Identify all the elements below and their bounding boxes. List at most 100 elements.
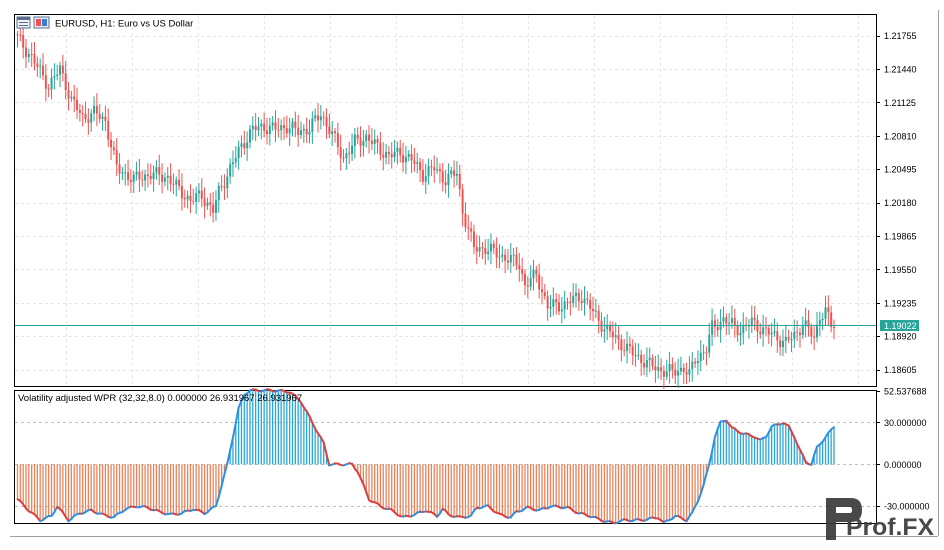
bear-candle-body <box>686 372 688 374</box>
bear-candle-body <box>22 35 24 48</box>
bear-candle-body <box>813 337 815 338</box>
bear-candle-body <box>328 126 330 134</box>
bear-candle-body <box>158 167 160 175</box>
bear-candle-body <box>598 311 600 321</box>
bear-candle-body <box>87 119 89 122</box>
bear-candle-body <box>189 196 191 201</box>
bear-candle-body <box>73 97 75 100</box>
bear-candle-body <box>683 368 685 372</box>
bear-candle-body <box>788 337 790 340</box>
bear-candle-body <box>694 362 696 363</box>
bull-candle-body <box>739 333 741 335</box>
price-tick-label: 1.19865 <box>884 232 917 242</box>
bear-candle-body <box>340 147 342 157</box>
bear-candle-body <box>799 333 801 335</box>
price-tick-label: 1.19235 <box>884 298 917 308</box>
bear-candle-body <box>827 307 829 312</box>
bear-candle-body <box>717 327 719 330</box>
bear-candle-body <box>17 34 19 35</box>
chart-menu-icon[interactable] <box>17 17 30 28</box>
indicator-title: Volatility adjusted WPR (32,32,8.0) 0.00… <box>18 393 302 404</box>
bull-candle-body <box>374 139 376 144</box>
indicator-tick-label: 52.537688 <box>884 387 927 397</box>
bull-candle-body <box>697 361 699 363</box>
bull-candle-body <box>385 152 387 158</box>
bear-candle-body <box>368 135 370 141</box>
bear-candle-body <box>204 199 206 206</box>
bear-candle-body <box>754 318 756 321</box>
bull-candle-body <box>584 299 586 303</box>
bear-candle-body <box>442 171 444 182</box>
bear-candle-body <box>493 244 495 248</box>
bull-candle-body <box>218 186 220 200</box>
indicator-tick-label: -30.000000 <box>884 502 930 512</box>
bear-candle-body <box>470 229 472 232</box>
bear-candle-body <box>263 124 265 131</box>
bear-candle-body <box>317 115 319 120</box>
bear-candle-body <box>620 339 622 350</box>
bull-candle-body <box>456 174 458 176</box>
bear-candle-body <box>547 296 549 308</box>
bull-candle-body <box>28 54 30 57</box>
bear-candle-body <box>104 117 106 121</box>
bull-candle-body <box>666 371 668 376</box>
bear-candle-body <box>119 165 121 174</box>
bull-candle-body <box>819 320 821 324</box>
bull-candle-body <box>240 143 242 147</box>
bear-candle-body <box>578 293 580 301</box>
bull-candle-body <box>575 293 577 296</box>
bear-candle-body <box>79 110 81 113</box>
bull-candle-body <box>490 244 492 252</box>
bull-candle-body <box>133 174 135 182</box>
bear-candle-body <box>541 289 543 292</box>
bear-candle-body <box>623 350 625 351</box>
trade-panel-icon[interactable] <box>34 17 49 28</box>
bull-candle-body <box>649 358 651 360</box>
bear-candle-body <box>618 335 620 339</box>
main-plot-frame <box>15 15 877 387</box>
bear-candle-body <box>161 175 163 182</box>
bull-candle-body <box>39 66 41 67</box>
bear-candle-body <box>535 270 537 275</box>
bear-candle-body <box>391 154 393 157</box>
bull-candle-body <box>532 270 534 278</box>
bear-candle-body <box>419 162 421 170</box>
bear-candle-body <box>467 227 469 228</box>
bear-candle-body <box>496 248 498 257</box>
bear-candle-body <box>439 169 441 171</box>
bull-candle-body <box>394 152 396 157</box>
bull-candle-body <box>428 166 430 176</box>
bull-candle-body <box>144 175 146 181</box>
bear-candle-body <box>660 367 662 371</box>
price-tick-label: 1.18605 <box>884 365 917 375</box>
bull-candle-body <box>700 353 702 361</box>
bear-candle-body <box>377 139 379 142</box>
bear-candle-body <box>515 255 517 266</box>
bull-candle-body <box>70 97 72 99</box>
bear-candle-body <box>830 312 832 327</box>
bear-candle-body <box>567 302 569 303</box>
bear-candle-body <box>765 327 767 328</box>
price-tick-label: 1.18920 <box>884 332 917 342</box>
bull-candle-body <box>93 106 95 113</box>
bear-candle-body <box>612 331 614 337</box>
bear-candle-body <box>776 331 778 340</box>
bull-candle-body <box>782 341 784 347</box>
bear-candle-body <box>343 158 345 159</box>
bear-candle-body <box>524 274 526 285</box>
bull-candle-body <box>405 157 407 163</box>
bear-candle-body <box>413 161 415 164</box>
bull-candle-body <box>124 172 126 173</box>
bear-candle-body <box>266 131 268 134</box>
bear-candle-body <box>382 155 384 158</box>
bull-candle-body <box>56 75 58 76</box>
price-tick-label: 1.20810 <box>884 131 917 141</box>
bear-candle-body <box>592 309 594 311</box>
bear-candle-body <box>544 292 546 296</box>
bull-candle-body <box>564 302 566 310</box>
bull-candle-body <box>229 164 231 176</box>
bear-candle-body <box>768 328 770 334</box>
price-tick-label: 1.20495 <box>884 165 917 175</box>
bull-candle-body <box>790 339 792 340</box>
